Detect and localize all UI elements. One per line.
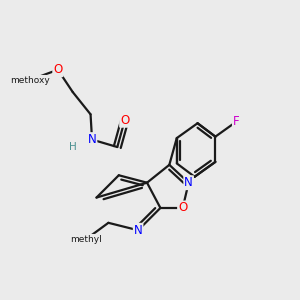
Text: methoxy: methoxy <box>10 76 50 85</box>
Text: N: N <box>184 176 193 189</box>
Text: N: N <box>134 224 142 237</box>
Text: O: O <box>120 114 129 127</box>
Text: F: F <box>233 115 239 128</box>
Text: N: N <box>88 133 96 146</box>
Text: methyl: methyl <box>70 235 102 244</box>
Text: O: O <box>178 202 187 214</box>
Text: H: H <box>69 142 76 152</box>
Text: O: O <box>53 63 62 76</box>
